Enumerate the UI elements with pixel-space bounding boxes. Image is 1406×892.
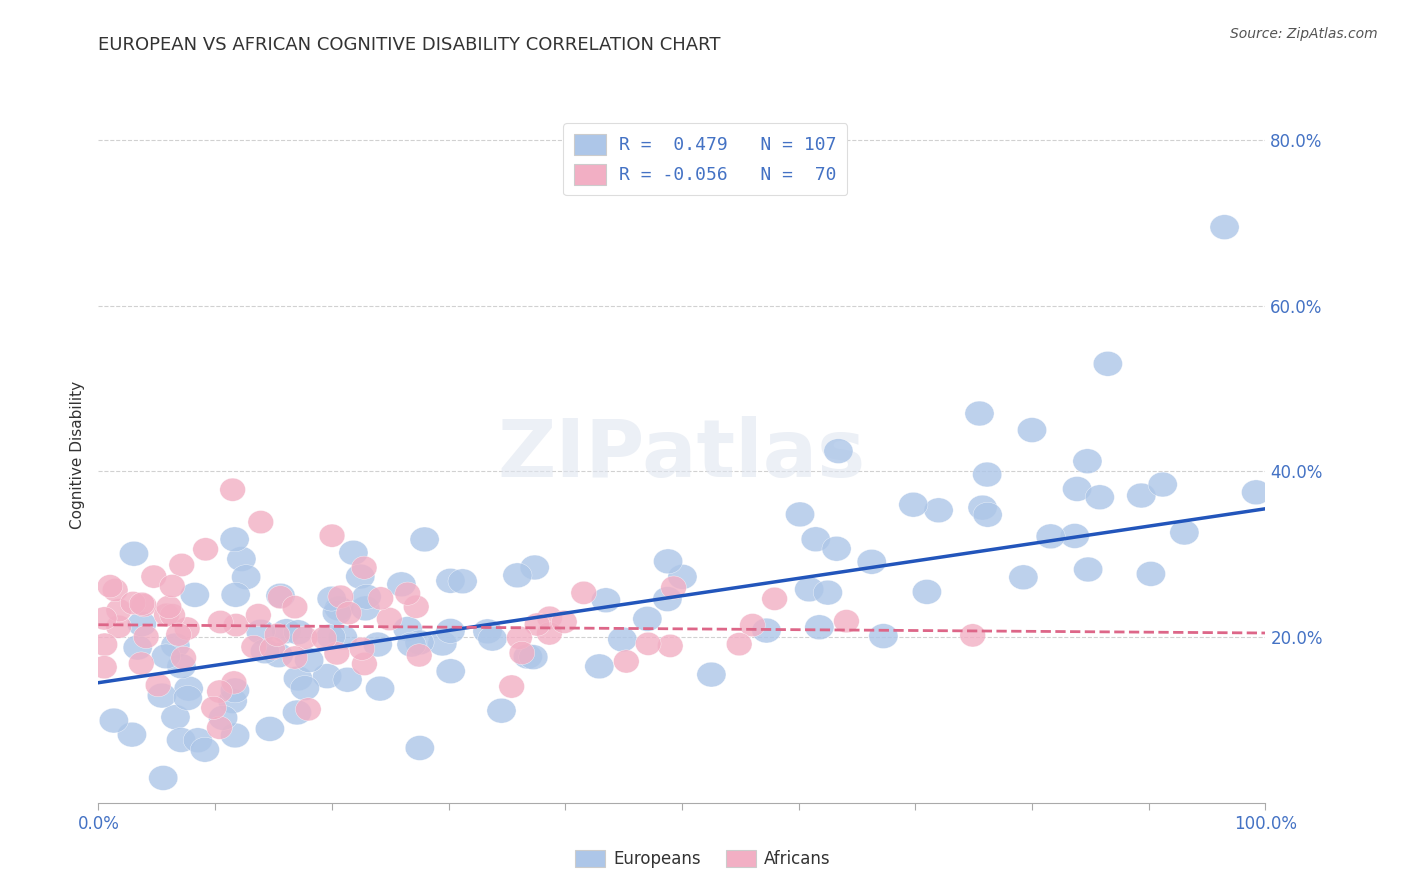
- Text: Source: ZipAtlas.com: Source: ZipAtlas.com: [1230, 27, 1378, 41]
- Legend: R =  0.479   N = 107, R = -0.056   N =  70: R = 0.479 N = 107, R = -0.056 N = 70: [562, 123, 848, 195]
- Y-axis label: Cognitive Disability: Cognitive Disability: [69, 381, 84, 529]
- Legend: Europeans, Africans: Europeans, Africans: [568, 843, 838, 875]
- Text: EUROPEAN VS AFRICAN COGNITIVE DISABILITY CORRELATION CHART: EUROPEAN VS AFRICAN COGNITIVE DISABILITY…: [98, 36, 721, 54]
- Text: ZIPatlas: ZIPatlas: [498, 416, 866, 494]
